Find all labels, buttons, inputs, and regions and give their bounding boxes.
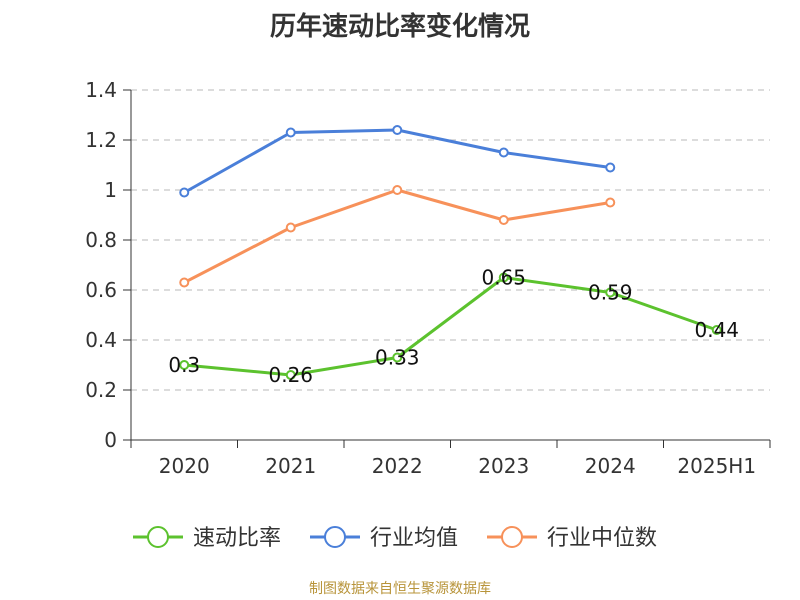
legend: 速动比率 行业均值 行业中位数 xyxy=(133,526,657,551)
data-point[interactable] xyxy=(392,352,403,363)
data-point[interactable] xyxy=(285,222,296,233)
source-note: 制图数据来自恒生聚源数据库 xyxy=(309,581,491,597)
x-tick-label: 2021 xyxy=(265,454,316,478)
data-point[interactable] xyxy=(498,147,509,158)
y-tick-label: 0.2 xyxy=(85,378,117,402)
x-tick-label: 2023 xyxy=(478,454,529,478)
data-point[interactable] xyxy=(179,277,190,288)
x-tick-label: 2020 xyxy=(159,454,210,478)
legend-label: 行业中位数 xyxy=(547,526,657,551)
legend-marker xyxy=(147,526,169,548)
gridlines xyxy=(131,89,770,391)
data-label: 0.59 xyxy=(588,281,633,305)
data-point[interactable] xyxy=(179,187,190,198)
data-point[interactable] xyxy=(605,162,616,173)
legend-marker xyxy=(501,526,523,548)
y-tick-label: 0 xyxy=(104,428,117,452)
x-tick-label: 2024 xyxy=(585,454,636,478)
data-point[interactable] xyxy=(285,370,296,380)
x-tick-label: 2022 xyxy=(372,454,423,478)
data-point[interactable] xyxy=(498,215,509,225)
legend-item[interactable]: 行业中位数 xyxy=(487,526,657,551)
data-point[interactable] xyxy=(605,287,616,298)
legend-label: 行业均值 xyxy=(370,526,458,551)
x-axis-ticks: 2020 2021 2022 2023 2024 2025H1 xyxy=(130,440,771,478)
data-label: 0.44 xyxy=(694,318,739,342)
data-label: 0.33 xyxy=(375,346,420,370)
data-label: 0.3 xyxy=(168,353,200,377)
series-line xyxy=(182,128,612,194)
data-point[interactable] xyxy=(392,185,403,195)
series-lines xyxy=(179,125,722,380)
x-tick-label: 2025H1 xyxy=(677,454,756,478)
y-axis-ticks: 0 0.2 0.4 0.6 0.8 1 1.2 1.4 xyxy=(85,78,131,452)
legend-item[interactable]: 速动比率 xyxy=(133,526,281,551)
legend-item[interactable]: 行业均值 xyxy=(310,526,458,551)
series-line xyxy=(182,188,612,284)
series-line xyxy=(182,276,719,377)
data-labels: 0.3 0.26 0.33 0.65 0.59 0.44 xyxy=(168,266,739,388)
data-point[interactable] xyxy=(605,197,616,208)
legend-marker xyxy=(324,526,346,548)
y-tick-label: 1.4 xyxy=(85,78,117,102)
chart-title: 历年速动比率变化情况 xyxy=(269,12,530,42)
data-point[interactable] xyxy=(498,272,509,283)
y-tick-label: 1.2 xyxy=(85,128,117,152)
data-point[interactable] xyxy=(179,360,190,370)
data-point[interactable] xyxy=(285,127,296,138)
data-label: 0.26 xyxy=(268,363,313,387)
y-tick-label: 0.6 xyxy=(85,278,117,302)
y-tick-label: 0.8 xyxy=(85,228,117,252)
data-point[interactable] xyxy=(392,125,403,135)
data-label: 0.65 xyxy=(481,266,526,290)
legend-label: 速动比率 xyxy=(193,526,281,551)
data-point[interactable] xyxy=(711,325,722,335)
y-tick-label: 0.4 xyxy=(85,328,117,352)
y-tick-label: 1 xyxy=(104,178,117,202)
